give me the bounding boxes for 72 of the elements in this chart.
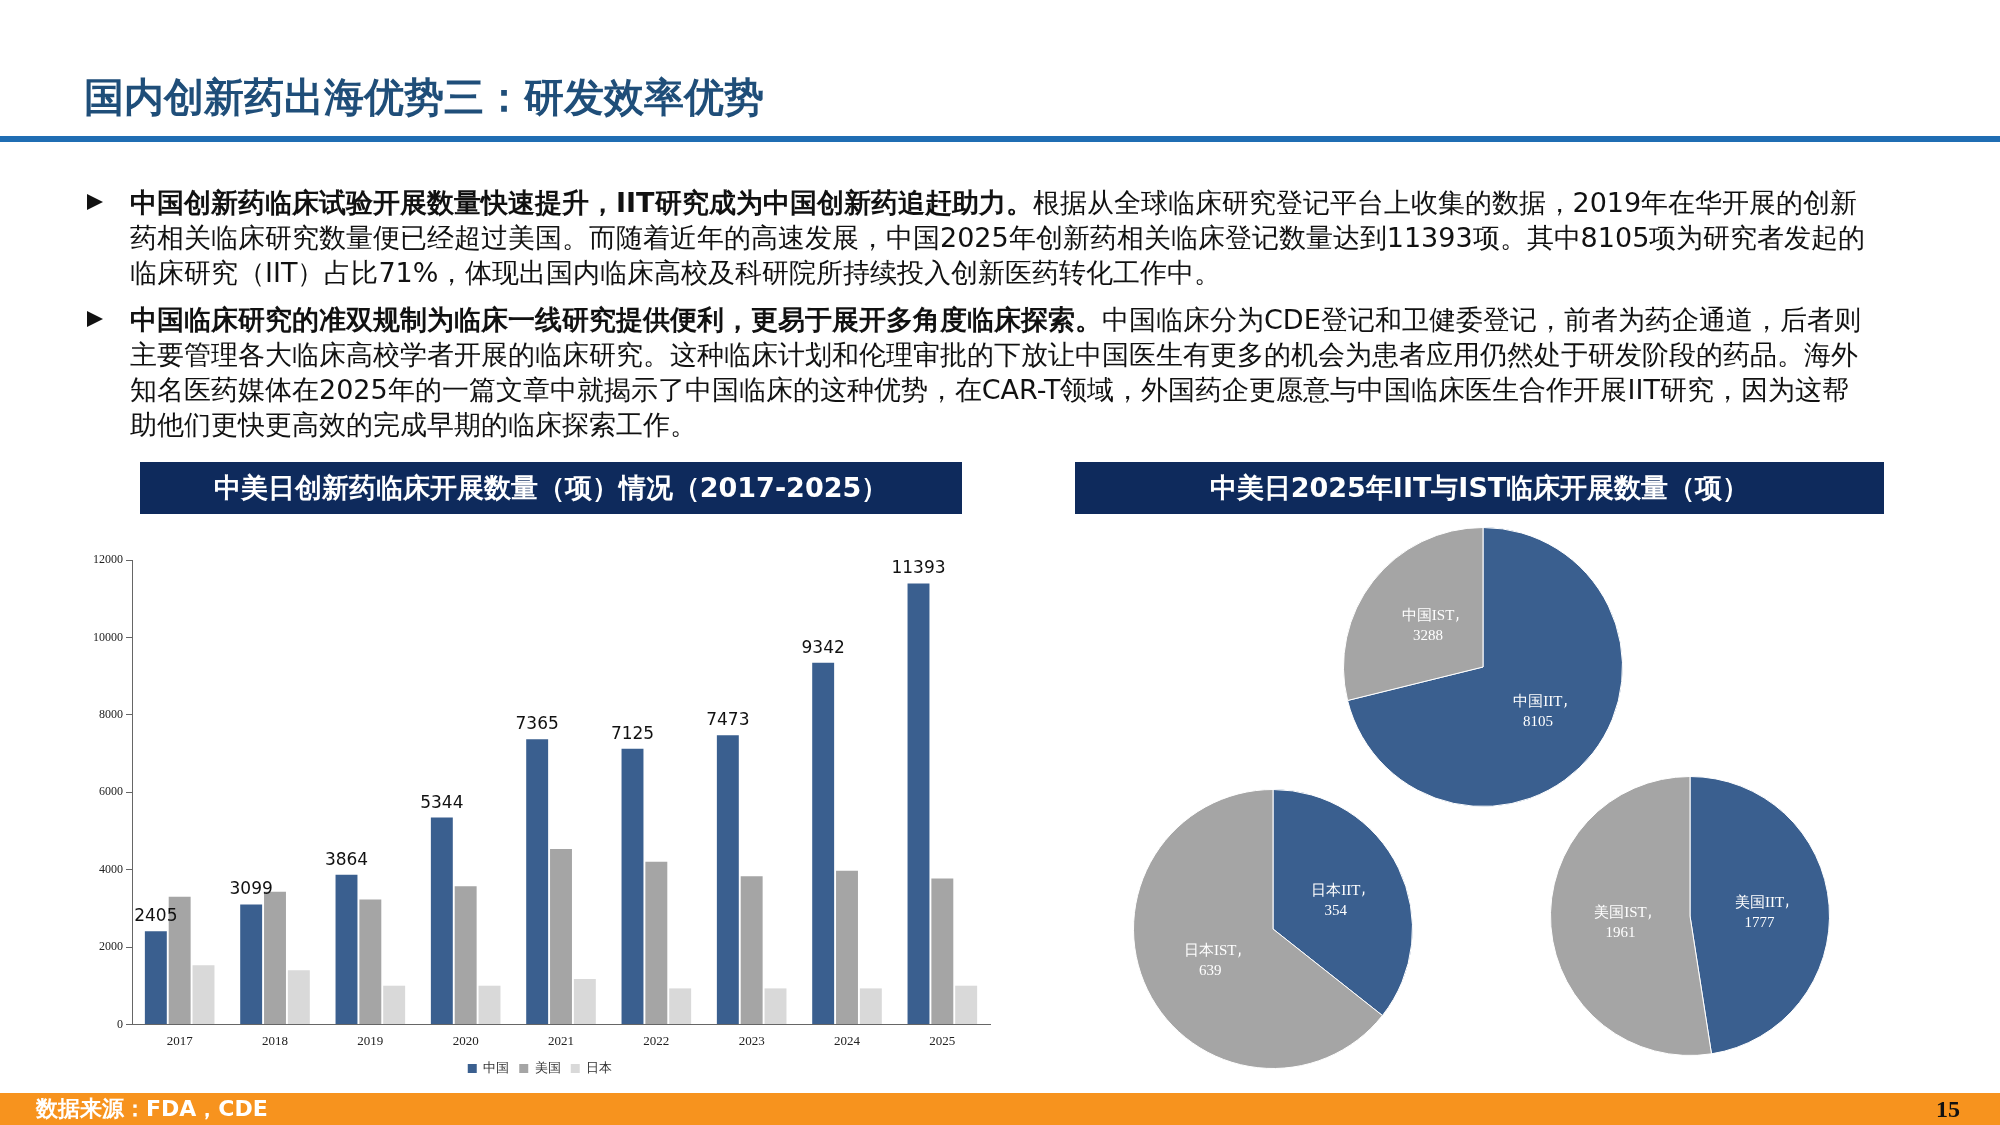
x-tick-label: 2025: [929, 1032, 956, 1048]
bar: [812, 662, 835, 1024]
data-label: 1961: [1605, 924, 1636, 941]
bar: [621, 748, 644, 1024]
x-tick-label: 2021: [548, 1032, 574, 1048]
bar: [955, 985, 978, 1024]
y-tick-label: 4000: [99, 861, 123, 876]
legend-label: 美国: [534, 1059, 561, 1075]
bar: [287, 970, 310, 1024]
data-label: 354: [1324, 901, 1348, 918]
text: 15: [1936, 1095, 1960, 1124]
slice-label: 日本IST: [1183, 942, 1237, 959]
bar: [430, 817, 453, 1024]
data-label: 2405: [134, 905, 178, 926]
bar: [573, 979, 596, 1024]
bar: [526, 739, 549, 1024]
y-tick-label: 8000: [99, 706, 123, 721]
data-label: 1777: [1744, 913, 1776, 930]
x-tick-label: 2019: [357, 1032, 384, 1048]
slice-label: 日本IIT: [1311, 881, 1361, 898]
slice-label: 中国IST: [1401, 607, 1455, 624]
data-label: 7125: [610, 722, 655, 743]
text: 中国临床研究的准双规制为临床一线研究提供便利，更易于展开多角度临床探索。中国临床分为CDE登记和卫健委登记，前者为药企通道，后者则主要管理各大临床高校学者开展的临床研究。这种临床计划和伦理审批的下放让中国医生有更多的机会为患者应用仍然处于研发阶段的药品。海外知名医药媒体在2025年的一篇文章中就揭示了中国临床的这种优势，在CAR-T领域，外国药企更愿意与中国临床医生合作开展IIT研究，因为这帮助他们更快更高效的完成早期的临床探索工作。: [130, 304, 1861, 440]
data-label: 9342: [801, 636, 845, 657]
bar: [836, 870, 858, 1024]
x-tick-label: 2017: [166, 1032, 194, 1048]
slice-label: 美国IIT: [1734, 893, 1785, 910]
data-label: 7365: [515, 713, 559, 734]
data-label: 3099: [229, 878, 273, 899]
x-tick-label: 2024: [834, 1032, 861, 1048]
x-tick-label: 2018: [262, 1032, 288, 1048]
bar: [144, 931, 167, 1024]
legend-label: 中国: [483, 1059, 510, 1075]
bar: [454, 886, 477, 1024]
legend-label: 日本: [586, 1059, 613, 1075]
text: 国内创新药出海优势三：研发效率优势: [84, 73, 764, 122]
data-label: 3864: [324, 848, 369, 869]
bar: [240, 904, 263, 1024]
chart-title: 中美日2025年IIT与IST临床开展数量（项）: [1075, 462, 1884, 514]
slice-label: 美国IST: [1594, 904, 1647, 921]
y-tick-label: 10000: [93, 629, 123, 644]
bar: [716, 735, 739, 1024]
bar: [907, 583, 930, 1024]
x-tick-label: 2023: [738, 1032, 765, 1048]
source-note: 数据来源：FDA，CDE: [36, 1095, 268, 1123]
bar: [550, 849, 572, 1024]
bar: [740, 876, 763, 1024]
bar: [335, 874, 358, 1024]
bar: [764, 988, 787, 1024]
x-tick-label: 2022: [643, 1032, 670, 1048]
slice-label: 中国IIT: [1513, 692, 1563, 709]
data-label: 5344: [420, 791, 464, 812]
bar: [359, 899, 382, 1024]
x-tick-label: 2020: [452, 1032, 479, 1048]
bar: [192, 965, 215, 1024]
data-label: 7473: [706, 709, 750, 730]
data-label: 8105: [1522, 712, 1553, 729]
y-tick-label: 12000: [93, 552, 123, 567]
bar: [859, 988, 882, 1024]
chart-title: 中美日创新药临床开展数量（项）情况（2017-2025）: [140, 462, 962, 514]
y-tick-label: 6000: [99, 784, 123, 799]
bar: [931, 878, 954, 1024]
bar: [669, 988, 692, 1024]
bar: [645, 861, 668, 1024]
data-label: 11393: [891, 557, 946, 578]
y-tick-label: 2000: [99, 939, 123, 954]
bar: [478, 985, 501, 1024]
bar: [383, 985, 406, 1024]
data-label: 3288: [1413, 627, 1444, 644]
text: 中国创新药临床试验开展数量快速提升，IIT研究成为中国创新药追赶助力。根据从全球临床研究登记平台上收集的数据，2019年在华开展的创新药相关临床研究数量便已经超过美国。而随着近年的高速发展，中国2025年创新药相关临床登记数量达到11393项。其中8105项为研究者发起的临床研究（IIT）占比71%，体现出国内临床高校及科研院所持续投入创新医药转化工作中。: [130, 187, 1866, 288]
y-tick-label: 0: [117, 1016, 123, 1031]
data-label: 639: [1198, 962, 1222, 979]
